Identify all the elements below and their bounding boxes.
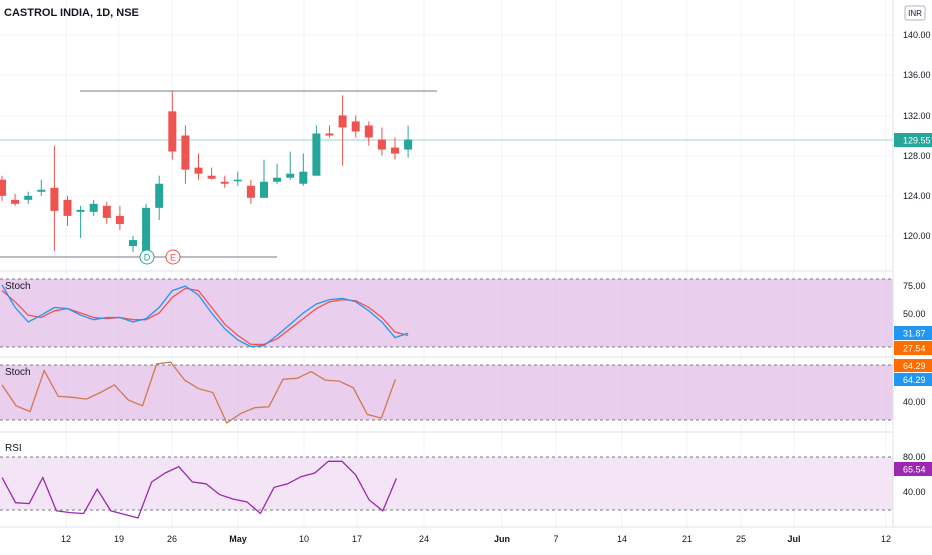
candle	[11, 193, 20, 206]
time-tick: Jul	[787, 534, 800, 544]
rsi-tick: 40.00	[903, 487, 926, 497]
time-tick: 10	[299, 534, 309, 544]
time-tick: 26	[167, 534, 177, 544]
price-scale[interactable]: INR 140.00 136.00 132.00 128.00 124.00 1…	[892, 0, 932, 527]
time-tick: 12	[61, 534, 71, 544]
candle	[299, 153, 308, 186]
stoch2-label-b: 64.29	[903, 375, 926, 385]
price-tick: 136.00	[903, 70, 931, 80]
stoch2-title: Stoch	[5, 367, 31, 378]
candle	[391, 137, 399, 160]
symbol-title: CASTROL INDIA, 1D, NSE	[4, 7, 139, 19]
rsi-line	[1, 460, 397, 519]
stoch1-k-label: 31.87	[903, 329, 926, 339]
candle	[338, 95, 347, 166]
time-tick: May	[229, 534, 247, 544]
candle	[168, 91, 177, 160]
rsi-title: RSI	[5, 443, 22, 454]
price-grid	[0, 34, 893, 237]
currency-button-label: INR	[908, 9, 922, 18]
candle	[377, 127, 386, 156]
last-price-tag	[894, 133, 932, 147]
rsi-tick: 80.00	[903, 452, 926, 462]
time-tick: 17	[352, 534, 362, 544]
stoch-pane-2[interactable]: Stoch	[0, 361, 893, 424]
candle	[207, 167, 216, 180]
candle	[181, 125, 190, 184]
rsi-pane[interactable]: RSI	[0, 443, 893, 519]
event-marker-e[interactable]: E	[165, 249, 181, 265]
time-tick: 7	[553, 534, 558, 544]
rsi-band	[0, 457, 893, 510]
candle	[260, 159, 268, 198]
candle	[246, 179, 255, 204]
candle	[220, 175, 229, 188]
stoch2-label-a: 64.29	[903, 361, 926, 371]
candle	[24, 191, 33, 204]
stoch1-k-tag	[894, 326, 932, 340]
stoch1-d-label: 27.54	[903, 344, 926, 354]
currency-button[interactable]: INR	[904, 5, 926, 21]
stoch1-k-line	[1, 284, 409, 348]
stoch1-tick: 50.00	[903, 309, 926, 319]
stoch1-tick: 75.00	[903, 281, 926, 291]
rsi-tag	[894, 462, 932, 476]
time-tick: 25	[736, 534, 746, 544]
stoch1-band	[0, 279, 893, 347]
price-pane[interactable]: D E CASTROL INDIA, 1D, NSE	[0, 7, 893, 265]
stoch2-line	[1, 361, 397, 424]
candle	[194, 153, 203, 180]
candle	[155, 175, 164, 220]
price-tick: 132.00	[903, 111, 931, 121]
stoch2-band	[0, 365, 893, 420]
candle	[50, 145, 59, 252]
candle	[286, 151, 295, 180]
candle	[89, 199, 98, 216]
price-tick: 120.00	[903, 231, 931, 241]
candle	[404, 125, 413, 158]
stoch1-title: Stoch	[5, 281, 31, 292]
event-marker-d-label: D	[144, 253, 151, 263]
event-marker-d[interactable]: D	[139, 249, 155, 265]
stoch2-tick: 40.00	[903, 397, 926, 407]
candle	[76, 205, 85, 239]
stoch-pane-1[interactable]: Stoch	[0, 278, 893, 348]
time-tick: 24	[419, 534, 429, 544]
pane-separators[interactable]	[0, 270, 932, 433]
candle	[102, 201, 111, 224]
last-price-label: 129.55	[903, 136, 931, 146]
time-axis[interactable]: 12 19 26 May 10 17 24 Jun 7 14 21 25 Jul 12	[0, 526, 932, 550]
stoch2-tag-b	[894, 373, 932, 386]
candle	[0, 175, 6, 201]
price-tick: 128.00	[903, 151, 931, 161]
vertical-grid	[65, 0, 887, 527]
candle	[63, 195, 72, 226]
time-tick: 21	[682, 534, 692, 544]
candle	[351, 115, 360, 138]
time-tick: 12	[881, 534, 891, 544]
time-tick: 19	[114, 534, 124, 544]
candles-group	[0, 91, 413, 255]
candle	[364, 121, 373, 146]
rsi-value-label: 65.54	[903, 465, 926, 475]
candle	[325, 125, 334, 138]
event-marker-e-label: E	[170, 253, 176, 263]
price-tick: 124.00	[903, 191, 931, 201]
stoch2-tag-a	[894, 359, 932, 372]
candle	[115, 205, 124, 230]
price-tick: 140.00	[903, 30, 931, 40]
candle	[142, 203, 151, 255]
candle	[233, 171, 242, 186]
candle	[312, 125, 321, 176]
candle	[129, 236, 137, 253]
time-tick: Jun	[494, 534, 510, 544]
candle	[273, 163, 282, 184]
time-tick: 14	[617, 534, 627, 544]
candle	[37, 179, 46, 196]
stoch1-d-tag	[894, 341, 932, 355]
